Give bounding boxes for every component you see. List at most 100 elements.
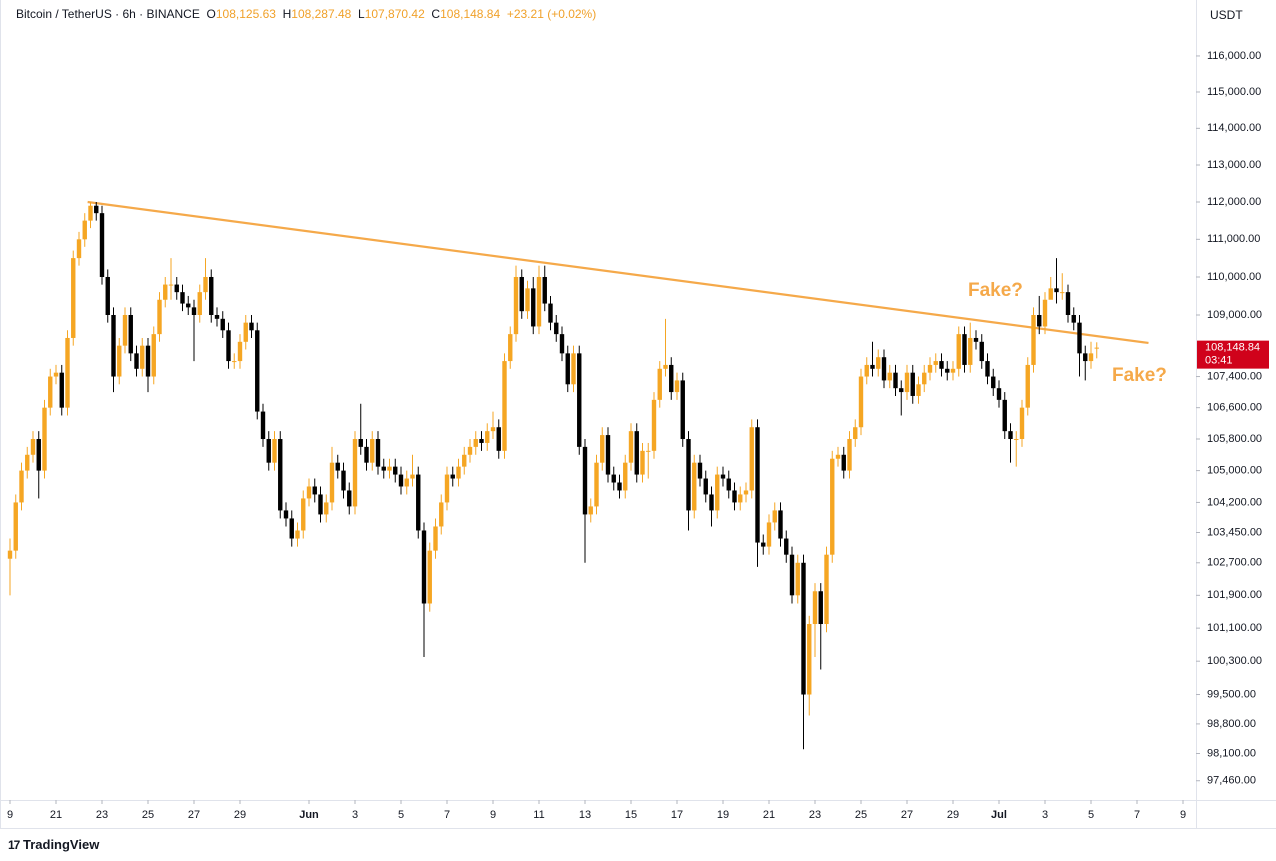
candle-body — [479, 439, 484, 443]
candle-body — [830, 458, 835, 555]
candle-body — [973, 337, 979, 342]
candle-body — [266, 439, 271, 463]
candle-body — [191, 307, 197, 315]
candle-body — [600, 435, 605, 463]
close-value: 108,148.84 — [440, 7, 501, 21]
x-tick-label: 15 — [625, 809, 637, 821]
x-tick-label: 17 — [671, 809, 683, 821]
candle-body — [870, 364, 875, 369]
candle-body — [565, 353, 570, 385]
candle-body — [416, 474, 421, 531]
candle-body — [214, 314, 220, 319]
candle-body — [646, 450, 651, 452]
candle-body — [312, 486, 317, 495]
candle-body — [772, 510, 777, 523]
candle-body — [985, 361, 990, 377]
candle-body — [1071, 314, 1076, 323]
candle-body — [588, 506, 593, 515]
candle-body — [617, 482, 622, 491]
candle-body — [329, 462, 335, 503]
candle-body — [398, 474, 404, 487]
high-value: 108,287.48 — [291, 7, 352, 21]
candle-body — [220, 318, 225, 331]
candle-body — [197, 292, 202, 315]
candle-body — [462, 454, 467, 467]
symbol-header: Bitcoin / TetherUS · 6h · BINANCE O108,1… — [16, 7, 596, 21]
candle-body — [956, 334, 961, 369]
candle-body — [1008, 431, 1013, 440]
candle-body — [272, 439, 277, 463]
candle-body — [59, 372, 64, 408]
candle-body — [899, 388, 904, 393]
y-tick-label: 101,900.00 — [1207, 589, 1262, 601]
candle-body — [933, 361, 938, 365]
candle-body — [686, 439, 691, 511]
y-tick-label: 97,460.00 — [1207, 775, 1256, 787]
candle-body — [306, 486, 312, 499]
candle-body — [485, 431, 490, 443]
y-tick-label: 98,100.00 — [1207, 747, 1256, 759]
candle-body — [1088, 353, 1094, 362]
candle-body — [761, 542, 766, 547]
x-tick-label: 3 — [352, 809, 358, 821]
candle-body — [910, 372, 915, 396]
candle-body — [548, 303, 553, 323]
brand-logo[interactable]: 17 TradingView — [8, 837, 100, 852]
x-tick-label: 5 — [398, 809, 404, 821]
candle-body — [1037, 314, 1042, 327]
candle-body — [674, 380, 680, 393]
x-tick-label: 9 — [490, 809, 496, 821]
candle-body — [939, 361, 944, 369]
candle-body — [651, 399, 657, 451]
y-tick-label: 110,000.00 — [1207, 271, 1261, 283]
candle-body — [42, 407, 47, 471]
candle-body — [628, 431, 634, 463]
candle-body — [25, 454, 30, 471]
candle-body — [571, 353, 576, 385]
candle-body — [703, 478, 708, 495]
candle-body — [1083, 353, 1088, 362]
candle-body — [1077, 322, 1082, 354]
x-tick-label: 7 — [444, 809, 450, 821]
candle-body — [1065, 292, 1071, 315]
candle-body — [1031, 314, 1036, 365]
y-tick-label: 107,400.00 — [1207, 370, 1262, 382]
candle-body — [893, 372, 898, 389]
candle-body — [945, 368, 950, 373]
candle-body — [7, 550, 13, 559]
y-tick-label: 109,000.00 — [1207, 309, 1262, 321]
candle-body — [145, 345, 151, 377]
candle-body — [128, 314, 133, 354]
candle-body — [404, 478, 409, 487]
trendline — [87, 200, 1149, 345]
candle-body — [295, 530, 300, 539]
candle-body — [255, 330, 260, 412]
candle-body — [715, 474, 720, 511]
candle-body — [577, 353, 582, 447]
candle-body — [99, 213, 105, 277]
candle-body — [358, 439, 363, 447]
candle-body — [536, 276, 542, 327]
candle-body — [260, 411, 266, 440]
candle-body — [289, 518, 294, 539]
candle-body — [841, 454, 846, 471]
candle-body — [1002, 399, 1007, 432]
candle-body — [168, 284, 174, 286]
x-tick-label: 23 — [809, 809, 821, 821]
candle-body — [991, 376, 996, 389]
candle-body — [421, 530, 427, 604]
candle-body — [249, 322, 254, 331]
candle-body — [71, 258, 76, 338]
candle-body — [111, 314, 116, 377]
candle-body — [140, 345, 145, 369]
candle-body — [795, 562, 800, 596]
y-tick-label: 104,200.00 — [1207, 496, 1262, 508]
change-value: +23.21 (+0.02%) — [506, 7, 597, 21]
x-tick-label: 25 — [855, 809, 867, 821]
x-tick-label: 11 — [533, 809, 544, 821]
candle-body — [807, 624, 812, 695]
y-tick-label: 105,000.00 — [1207, 465, 1262, 477]
candle-body — [456, 466, 461, 479]
candle-body — [864, 364, 869, 377]
candle-body — [347, 490, 352, 507]
